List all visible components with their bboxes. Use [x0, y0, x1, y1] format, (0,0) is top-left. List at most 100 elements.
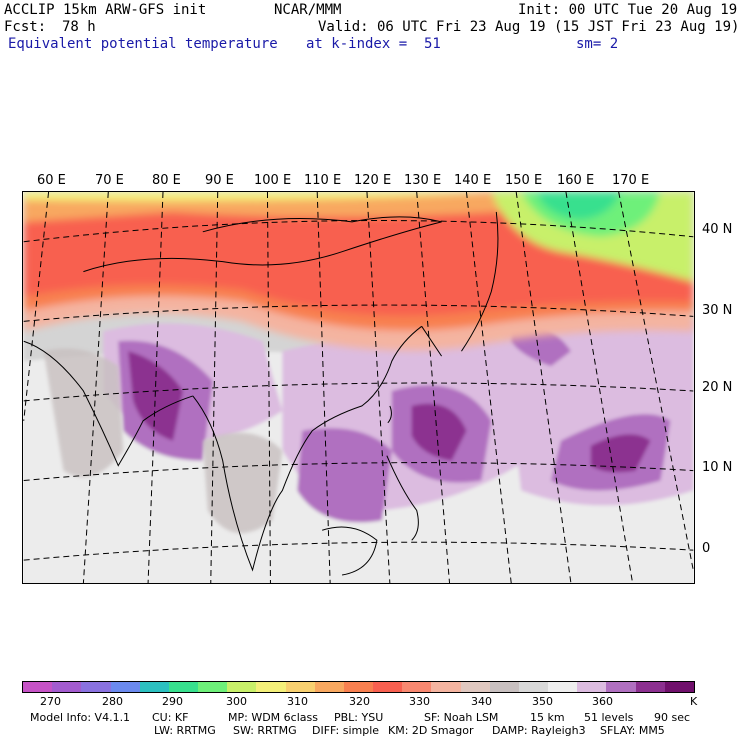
cumulus-scheme: CU: KF	[152, 711, 189, 724]
colorbar-tick: 320	[349, 695, 370, 708]
lon-label: 100 E	[254, 173, 292, 188]
field-yellow-north	[23, 192, 492, 201]
lon-label: 170 E	[612, 173, 650, 188]
valid-time: Valid: 06 UTC Fri 23 Aug 19 (15 JST Fri …	[318, 19, 740, 35]
colorbar-tick: 300	[226, 695, 247, 708]
colorbar-segment	[81, 682, 111, 692]
colorbar-tick: 280	[102, 695, 123, 708]
damping-option: DAMP: Rayleigh3	[492, 724, 586, 737]
colorbar-segment	[460, 682, 490, 692]
model-info: Model Info: V4.1.1	[30, 711, 131, 724]
graticule-lon	[618, 192, 694, 571]
model-title: ACCLIP 15km ARW-GFS init	[4, 2, 207, 18]
lat-label: 20 N	[702, 380, 733, 395]
colorbar-segment	[489, 682, 519, 692]
graticule-lat-20	[23, 382, 694, 402]
surface-scheme: SF: Noah LSM	[424, 711, 499, 724]
graticule-lon	[515, 192, 572, 583]
graticule-lon	[366, 192, 391, 583]
longwave-scheme: LW: RRTMG	[154, 724, 216, 737]
resolution: 15 km	[530, 711, 565, 724]
field-red-band	[23, 211, 694, 316]
lon-label: 120 E	[354, 173, 392, 188]
field-gray-seasia	[202, 432, 283, 534]
pbl-scheme: PBL: YSU	[334, 711, 384, 724]
colorbar-segment	[373, 682, 403, 692]
graticule-lat-40	[23, 220, 694, 243]
colorbar-segment	[256, 682, 286, 692]
field-medium-purple	[297, 428, 392, 523]
field-gray-india	[43, 348, 124, 478]
colorbar-segment	[402, 682, 432, 692]
forecast-label: Fcst:	[4, 19, 47, 35]
lat-label: 10 N	[702, 460, 733, 475]
colorbar-tick: 270	[40, 695, 61, 708]
lon-label: 140 E	[454, 173, 492, 188]
field-teal-ne	[536, 192, 621, 220]
graticule-lon	[266, 192, 271, 583]
graticule-lon	[565, 192, 634, 583]
border-china	[83, 221, 442, 273]
colorbar-tick: 310	[287, 695, 308, 708]
colorbar-segment	[518, 682, 549, 692]
graticule-lat-0	[23, 541, 694, 561]
colorbar-segment	[139, 682, 169, 692]
colorbar-segment	[23, 682, 53, 692]
lon-label: 130 E	[404, 173, 442, 188]
colorbar-segment	[635, 682, 665, 692]
graticule-lon	[147, 192, 164, 583]
colorbar-tick: 350	[532, 695, 553, 708]
field-dark-purple	[590, 434, 651, 473]
lon-label: 80 E	[152, 173, 181, 188]
colorbar-segment	[664, 682, 694, 692]
level-info: at k-index = 51	[306, 36, 441, 52]
colorbar-tick: 340	[471, 695, 492, 708]
colorbar-tick: 290	[162, 695, 183, 708]
shortwave-scheme: SW: RRTMG	[233, 724, 297, 737]
org-label: NCAR/MMM	[274, 2, 342, 18]
colorbar-tick: 360	[592, 695, 613, 708]
time-step: 90 sec	[654, 711, 691, 724]
forecast-hour: 78 h	[62, 19, 96, 35]
colorbar-segment	[110, 682, 140, 692]
colorbar-segment	[548, 682, 578, 692]
init-time: Init: 00 UTC Tue 20 Aug 19	[518, 2, 738, 18]
lon-label: 90 E	[205, 173, 234, 188]
theta-e-map	[22, 191, 695, 584]
field-name: Equivalent potential temperature	[8, 36, 278, 52]
graticule-lon	[82, 192, 109, 583]
diffusion-option: DIFF: simple	[312, 724, 380, 737]
lon-label: 60 E	[37, 173, 66, 188]
colorbar-segment	[577, 682, 607, 692]
coastline-korea	[421, 326, 442, 357]
lon-label: 160 E	[557, 173, 595, 188]
colorbar-segment	[168, 682, 199, 692]
graticule-lon	[416, 192, 451, 583]
colorbar-segment	[606, 682, 636, 692]
lon-label: 150 E	[505, 173, 543, 188]
coastline-japan	[461, 211, 499, 352]
colorbar-segment	[52, 682, 82, 692]
coastline-indochina	[192, 325, 422, 572]
smoothing-info: sm= 2	[576, 36, 619, 52]
colorbar-tick: 330	[409, 695, 430, 708]
coastline-philippines	[386, 455, 419, 541]
graticule-lon	[465, 192, 512, 583]
km-option: KM: 2D Smagor	[388, 724, 474, 737]
colorbar-segment	[314, 682, 344, 692]
colorbar	[22, 681, 695, 693]
lat-label: 30 N	[702, 303, 733, 318]
graticule-lon	[210, 192, 219, 583]
lat-label: 40 N	[702, 222, 733, 237]
surface-layer-option: SFLAY: MM5	[600, 724, 665, 737]
vertical-levels: 51 levels	[584, 711, 634, 724]
lon-label: 110 E	[304, 173, 342, 188]
coastline-borneo	[322, 526, 378, 576]
coastline-taiwan	[387, 405, 392, 424]
graticule-lon	[316, 192, 331, 583]
colorbar-segment	[285, 682, 315, 692]
microphysics-scheme: MP: WDM 6class	[228, 711, 318, 724]
colorbar-segment	[198, 682, 228, 692]
coastline-arabia-india	[23, 340, 194, 467]
graticule-lon	[23, 192, 50, 421]
